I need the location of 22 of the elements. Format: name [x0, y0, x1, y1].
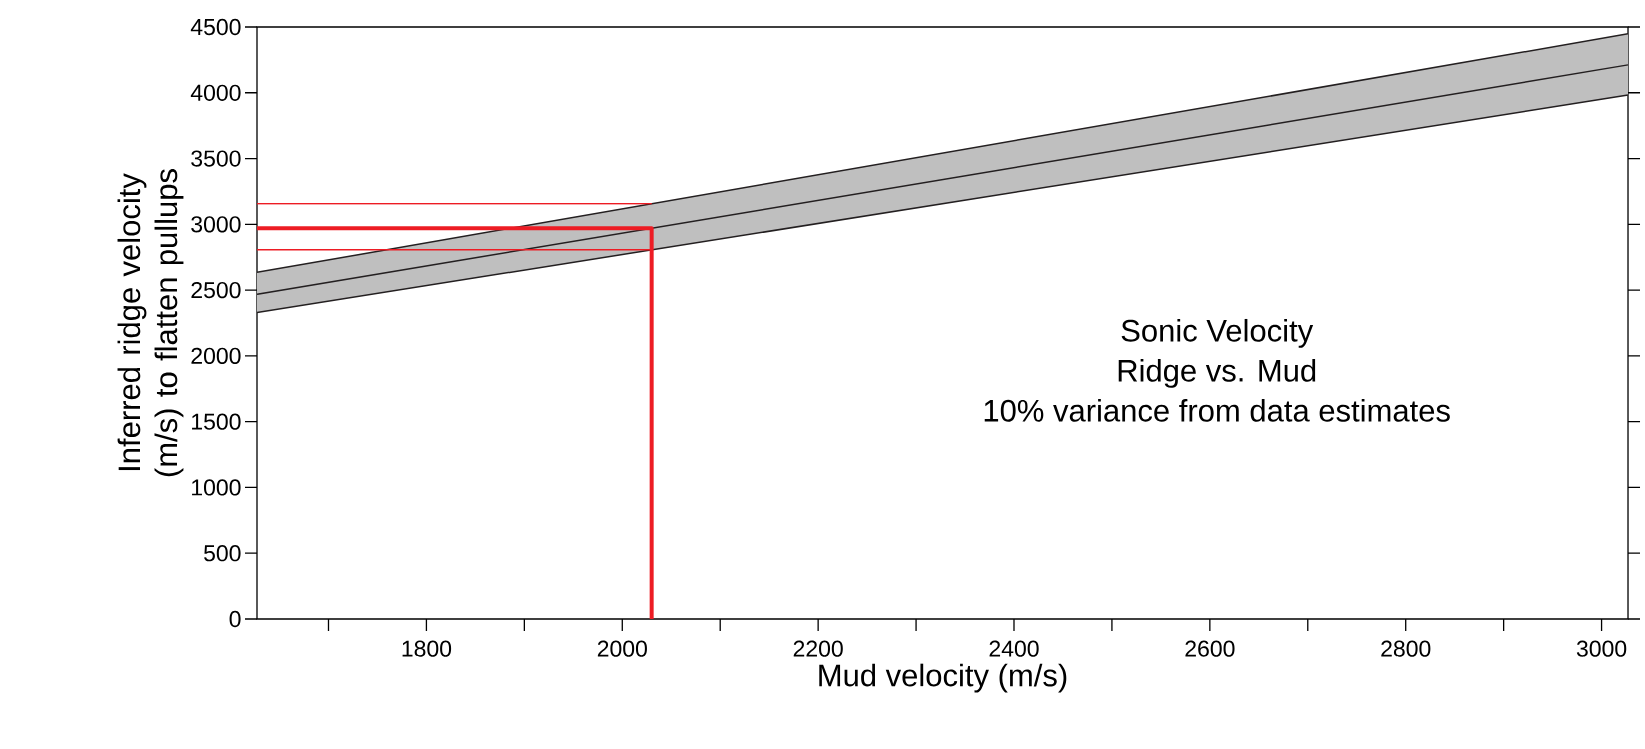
annotation: Ridge vs. Mud [1118, 358, 1316, 388]
x-tick-label: 2800 [1381, 640, 1431, 657]
y-tick-label: 1000 [192, 479, 241, 496]
y-tick-label: 2500 [191, 281, 241, 299]
y-tick-label: 2000 [191, 347, 241, 365]
y-tick-label: 500 [204, 545, 241, 562]
x-tick-label: 2600 [1185, 640, 1235, 657]
x-tick-label: 3000 [1576, 640, 1627, 657]
y-axis-title: Inferred ridge velocity (m/s) to flatten pullups [117, 169, 184, 477]
y-tick-label: 3000 [191, 216, 241, 233]
y-tick-label: 4500 [190, 18, 241, 36]
x-axis-title: Mud velocity (m/s) [819, 663, 1067, 693]
y-tick-label: 0 [229, 610, 241, 628]
x-tick-label: 2200 [793, 640, 843, 657]
annotation: 10% variance from data estimates [984, 398, 1450, 422]
x-tick-label: 1800 [402, 640, 452, 657]
x-tick-label: 2000 [597, 640, 647, 657]
x-tick-label: 2400 [989, 640, 1039, 657]
y-tick-label: 4000 [190, 84, 241, 101]
annotation: Sonic Velocity [1121, 318, 1314, 348]
y-tick-label: 1500 [192, 413, 241, 430]
y-tick-label: 3500 [191, 150, 241, 167]
